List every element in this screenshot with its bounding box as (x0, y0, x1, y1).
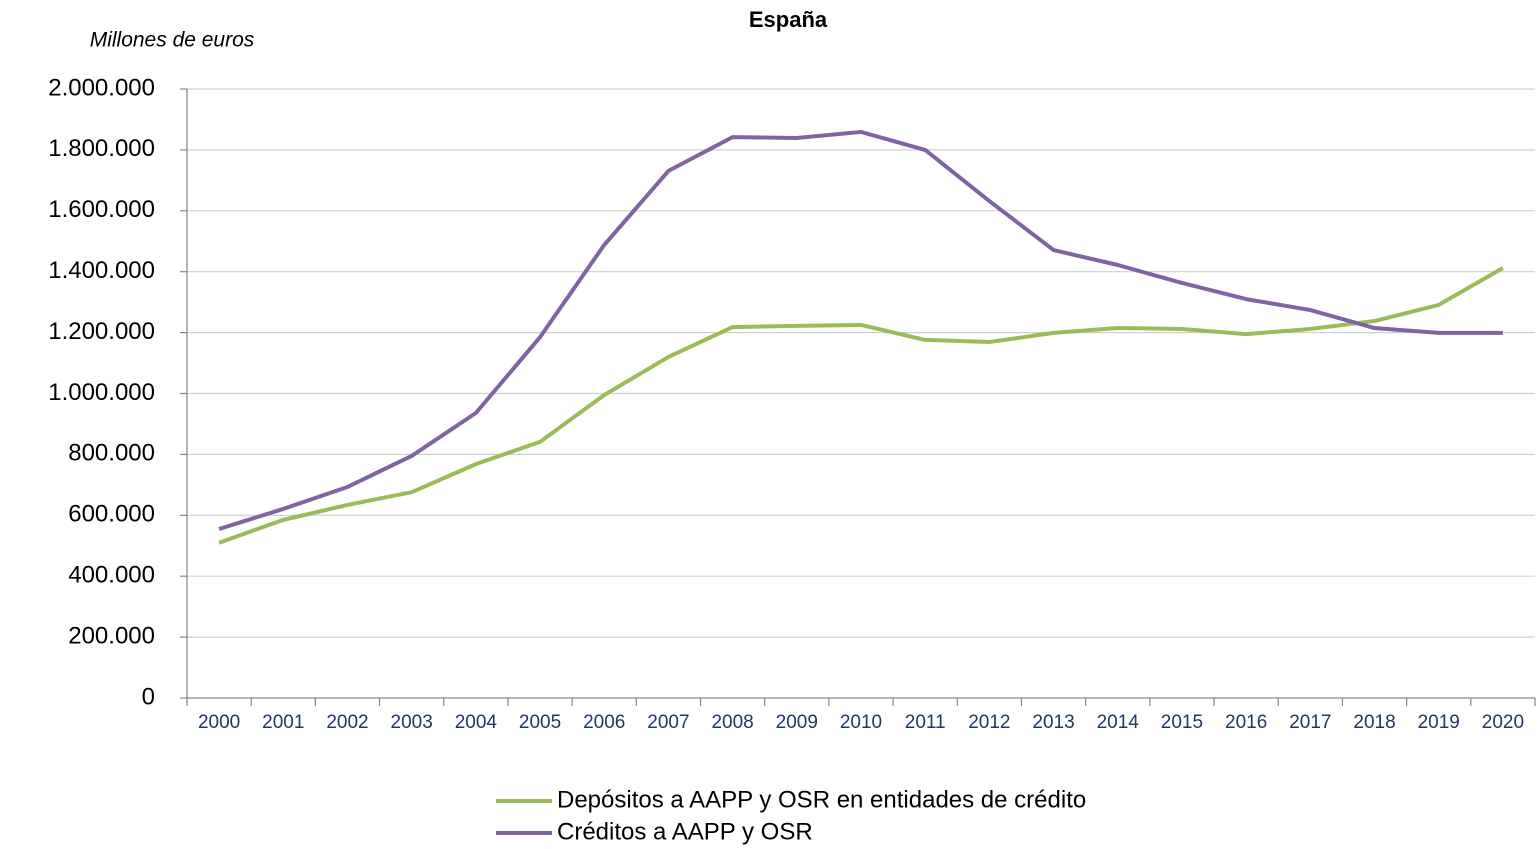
x-tick-label: 2002 (326, 712, 368, 733)
y-tick-label: 1.600.000 (48, 196, 155, 223)
series-line (218, 129, 1503, 531)
y-tick-label: 200.000 (68, 622, 155, 649)
x-tick-label: 2019 (1418, 712, 1460, 733)
x-tick-label: 2001 (262, 712, 304, 733)
x-tick-label: 2009 (776, 712, 818, 733)
x-tick-label: 2017 (1289, 712, 1331, 733)
x-tick-label: 2010 (840, 712, 882, 733)
x-tick-label: 2007 (647, 712, 689, 733)
x-tick-label: 2008 (711, 712, 753, 733)
x-tick-label: 2020 (1482, 712, 1524, 733)
x-tick-label: 2000 (198, 712, 240, 733)
y-tick-label: 1.400.000 (48, 257, 155, 284)
y-tick-label: 1.000.000 (48, 379, 155, 406)
chart-title: España (749, 7, 828, 32)
x-tick-label: 2006 (583, 712, 625, 733)
x-tick-label: 2015 (1161, 712, 1203, 733)
y-tick-label: 800.000 (68, 440, 155, 467)
chart-subtitle: Millones de euros (90, 29, 255, 52)
y-tick-label: 1.200.000 (48, 318, 155, 345)
x-tick-label: 2003 (391, 712, 433, 733)
x-tick-label: 2016 (1225, 712, 1267, 733)
y-tick-label: 1.800.000 (48, 135, 155, 162)
y-tick-label: 0 (142, 683, 155, 710)
x-tick-label: 2013 (1032, 712, 1074, 733)
legend-label: Depósitos a AAPP y OSR en entidades de c… (557, 786, 1086, 813)
x-tick-label: 2012 (968, 712, 1010, 733)
x-tick-label: 2018 (1353, 712, 1395, 733)
x-tick-label: 2011 (905, 712, 946, 733)
x-tick-label: 2004 (455, 712, 498, 733)
x-tick-label: 2005 (519, 712, 561, 733)
x-tick-label: 2014 (1097, 712, 1140, 733)
y-tick-label: 2.000.000 (48, 74, 155, 101)
series-line (218, 266, 1504, 545)
y-tick-label: 600.000 (68, 501, 155, 528)
legend-label: Créditos a AAPP y OSR (557, 818, 813, 845)
y-tick-label: 400.000 (68, 562, 155, 589)
